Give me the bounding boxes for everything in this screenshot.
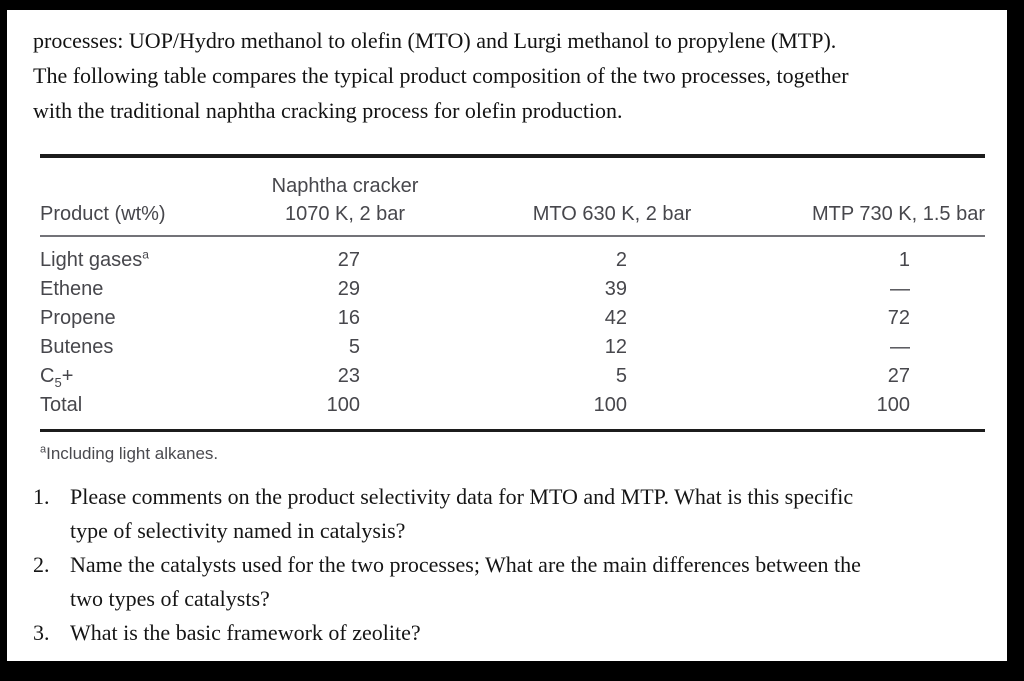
question-text: What is the basic framework of zeolite? [70,616,987,650]
question-number: 3. [33,620,50,645]
mto-value-cell: 39 [604,278,627,300]
mtp-value-cell: — [890,278,910,300]
document-page: processes: UOP/Hydro methanol to olefin … [7,10,1007,661]
question-item-1: 1. Please comments on the product select… [33,480,987,548]
column-header-naphtha: Naphtha cracker 1070 K, 2 bar [225,156,465,237]
mto-value-cell: 12 [604,336,627,358]
table-row: Light gasesa 27 2 1 [40,236,985,275]
question-item-3: 3. What is the basic framework of zeolit… [33,616,987,650]
question-text: Name the catalysts used for the two proc… [70,548,987,616]
mto-value-cell: 42 [604,307,627,329]
mto-value-cell: 100 [593,394,627,416]
naphtha-value-cell: 29 [337,278,360,300]
product-cell: C5+ [40,365,74,390]
naphtha-header-line2: 1070 K, 2 bar [284,203,406,225]
question-line: type of selectivity named in catalysis? [70,518,406,543]
naphtha-value-cell: 16 [337,307,360,329]
footnote-text: Including light alkanes. [46,444,219,463]
mtp-value-cell: 72 [887,307,910,329]
table-footnote: aIncluding light alkanes. [40,444,1007,464]
product-cell: Total [40,394,83,416]
question-item-2: 2. Name the catalysts used for the two p… [33,548,987,616]
question-text: Please comments on the product selectivi… [70,480,987,548]
naphtha-value-cell: 5 [348,336,360,358]
table-row: Butenes 5 12 — [40,333,985,362]
intro-paragraph: processes: UOP/Hydro methanol to olefin … [33,23,987,128]
data-table: Product (wt%) Naphtha cracker 1070 K, 2 … [40,154,985,432]
product-cell: Ethene [40,278,104,300]
mto-value-cell: 5 [615,365,627,387]
table-row: Ethene 29 39 — [40,275,985,304]
question-number: 2. [33,552,50,577]
product-cell: Light gasesa [40,247,149,271]
table-header-row: Product (wt%) Naphtha cracker 1070 K, 2 … [40,156,985,237]
question-line: Name the catalysts used for the two proc… [70,552,861,577]
mto-value-cell: 2 [615,249,627,271]
column-header-mto: MTO 630 K, 2 bar [465,156,759,237]
intro-line: The following table compares the typical… [33,63,849,88]
intro-line: processes: UOP/Hydro methanol to olefin … [33,28,837,53]
table-row: Total 100 100 100 [40,391,985,431]
naphtha-header-line1: Naphtha cracker [271,175,419,197]
naphtha-value-cell: 27 [337,249,360,271]
footnote-marker: a [40,443,47,456]
question-line: two types of catalysts? [70,586,270,611]
product-cell: Propene [40,307,116,329]
mtp-value-cell: 27 [887,365,910,387]
table-row: C5+ 23 5 27 [40,362,985,391]
mtp-value-cell: 100 [876,394,910,416]
intro-line: with the traditional naphtha cracking pr… [33,98,623,123]
mtp-value-cell: — [890,336,910,358]
question-line: What is the basic framework of zeolite? [70,620,421,645]
mtp-value-cell: 1 [898,249,910,271]
naphtha-value-cell: 23 [337,365,360,387]
column-header-product: Product (wt%) [40,156,225,237]
question-line: Please comments on the product selectivi… [70,484,854,509]
questions-list: 1. Please comments on the product select… [33,480,987,650]
product-cell: Butenes [40,336,114,358]
table-row: Propene 16 42 72 [40,304,985,333]
naphtha-value-cell: 100 [326,394,360,416]
product-composition-table: Product (wt%) Naphtha cracker 1070 K, 2 … [40,154,985,432]
column-header-mtp: MTP 730 K, 1.5 bar [759,156,985,237]
question-number: 1. [33,484,50,509]
